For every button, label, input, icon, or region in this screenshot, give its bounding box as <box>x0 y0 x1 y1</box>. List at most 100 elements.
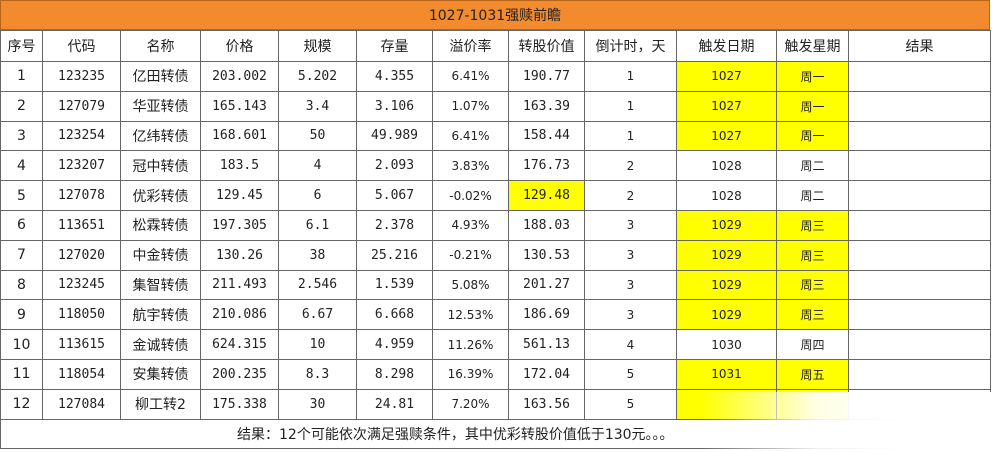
cell-trigger-weekday: 周四 <box>776 329 849 360</box>
cell-trigger-weekday: 周三 <box>776 269 849 301</box>
cell-countdown: 1 <box>584 120 677 152</box>
cell-code: 127020 <box>42 239 121 271</box>
cell-countdown: 3 <box>584 239 677 271</box>
cell-stock: 8.298 <box>356 358 433 390</box>
cell-stock: 49.989 <box>356 120 433 152</box>
header-stock: 存量 <box>356 30 433 62</box>
table-row: 12 127084 柳工转2 175.338 30 24.81 7.20% 163.56 5 <box>0 388 991 420</box>
cell-conversion-value: 561.13 <box>508 329 585 360</box>
cell-stock: 1.539 <box>356 269 433 301</box>
cell-countdown: 3 <box>584 299 677 331</box>
cell-scale: 10 <box>278 329 357 360</box>
cell-countdown: 3 <box>584 209 677 241</box>
cell-scale: 38 <box>278 239 357 271</box>
cell-stock: 2.378 <box>356 209 433 241</box>
cell-countdown: 1 <box>584 61 677 92</box>
cell-trigger-date: 1028 <box>676 180 777 211</box>
cell-price: 130.26 <box>200 239 279 271</box>
cell-price: 624.315 <box>200 329 279 360</box>
cell-scale: 8.3 <box>278 358 357 390</box>
cell-premium: 6.41% <box>432 120 509 152</box>
cell-result <box>848 150 991 182</box>
cell-stock: 2.093 <box>356 150 433 182</box>
cell-premium: 5.08% <box>432 269 509 301</box>
header-code: 代码 <box>42 30 121 62</box>
cell-result <box>848 239 991 271</box>
table-row: 6 113651 松霖转债 197.305 6.1 2.378 4.93% 188.03 3 10… <box>0 209 991 241</box>
cell-name: 亿田转债 <box>120 61 201 92</box>
cell-trigger-date: 1029 <box>676 209 777 241</box>
cell-conversion-value: 190.77 <box>508 61 585 92</box>
cell-premium: 11.26% <box>432 329 509 360</box>
cell-name: 安集转债 <box>120 358 201 390</box>
cell-name: 华亚转债 <box>120 90 201 122</box>
cell-trigger-date: 1030 <box>676 329 777 360</box>
cell-trigger-weekday <box>776 388 849 420</box>
cell-scale: 2.546 <box>278 269 357 301</box>
header-countdown: 倒计时，天 <box>584 30 677 62</box>
footer-row: 结果：12个可能依次满足强赎条件，其中优彩转股价值低于130元。。。 <box>0 418 991 449</box>
cell-name: 航宇转债 <box>120 299 201 331</box>
table-row: 1 123235 亿田转债 203.002 5.202 4.355 6.41% 190.77 1… <box>0 61 991 92</box>
table-row: 8 123245 集智转债 211.493 2.546 1.539 5.08% 201.27 3… <box>0 269 991 301</box>
cell-result <box>848 61 991 92</box>
header-index: 序号 <box>0 30 43 62</box>
cell-premium: 12.53% <box>432 299 509 331</box>
cell-index: 4 <box>0 150 43 182</box>
cell-conversion-value: 130.53 <box>508 239 585 271</box>
cell-trigger-weekday: 周三 <box>776 299 849 331</box>
cell-premium: -0.02% <box>432 180 509 211</box>
cell-index: 7 <box>0 239 43 271</box>
cell-countdown: 5 <box>584 358 677 390</box>
cell-price: 210.086 <box>200 299 279 331</box>
cell-countdown: 1 <box>584 90 677 122</box>
cell-trigger-weekday: 周二 <box>776 180 849 211</box>
cell-price: 129.45 <box>200 180 279 211</box>
cell-premium: 4.93% <box>432 209 509 241</box>
cell-index: 12 <box>0 388 43 420</box>
table-row: 5 127078 优彩转债 129.45 6 5.067 -0.02% 129.48 2 1028… <box>0 180 991 211</box>
cell-code: 127079 <box>42 90 121 122</box>
cell-trigger-date <box>676 388 777 420</box>
cell-index: 10 <box>0 329 43 360</box>
cell-trigger-date: 1031 <box>676 358 777 390</box>
cell-premium: 16.39% <box>432 358 509 390</box>
cell-name: 柳工转2 <box>120 388 201 420</box>
cell-index: 1 <box>0 61 43 92</box>
cell-trigger-date: 1027 <box>676 90 777 122</box>
cell-countdown: 3 <box>584 269 677 301</box>
cell-result <box>848 358 991 390</box>
table-body: 1 123235 亿田转债 203.002 5.202 4.355 6.41% 190.77 1… <box>0 61 991 420</box>
cell-stock: 3.106 <box>356 90 433 122</box>
header-conversion-value: 转股价值 <box>508 30 585 62</box>
cell-stock: 4.959 <box>356 329 433 360</box>
cell-countdown: 2 <box>584 150 677 182</box>
cell-price: 200.235 <box>200 358 279 390</box>
cell-index: 5 <box>0 180 43 211</box>
table-row: 10 113615 金诚转债 624.315 10 4.959 11.26% 561.13 4 1… <box>0 329 991 360</box>
cell-code: 123235 <box>42 61 121 92</box>
cell-result <box>848 329 991 360</box>
header-trigger-weekday: 触发星期 <box>776 30 849 62</box>
cell-conversion-value: 129.48 <box>508 180 585 211</box>
cell-trigger-weekday: 周一 <box>776 61 849 92</box>
cell-trigger-date: 1029 <box>676 239 777 271</box>
cell-trigger-weekday: 周三 <box>776 239 849 271</box>
cell-conversion-value: 201.27 <box>508 269 585 301</box>
cell-code: 123245 <box>42 269 121 301</box>
footer-summary: 结果：12个可能依次满足强赎条件，其中优彩转股价值低于130元。。。 <box>0 418 991 449</box>
cell-price: 168.601 <box>200 120 279 152</box>
cell-scale: 6.1 <box>278 209 357 241</box>
cell-result <box>848 299 991 331</box>
cell-countdown: 5 <box>584 388 677 420</box>
cell-conversion-value: 163.39 <box>508 90 585 122</box>
cell-scale: 4 <box>278 150 357 182</box>
table-row: 3 123254 亿纬转债 168.601 50 49.989 6.41% 158.44 1 10… <box>0 120 991 152</box>
cell-result <box>848 209 991 241</box>
cell-price: 197.305 <box>200 209 279 241</box>
table-row: 11 118054 安集转债 200.235 8.3 8.298 16.39% 172.04 5… <box>0 358 991 390</box>
cell-scale: 30 <box>278 388 357 420</box>
cell-price: 175.338 <box>200 388 279 420</box>
cell-trigger-date: 1027 <box>676 120 777 152</box>
